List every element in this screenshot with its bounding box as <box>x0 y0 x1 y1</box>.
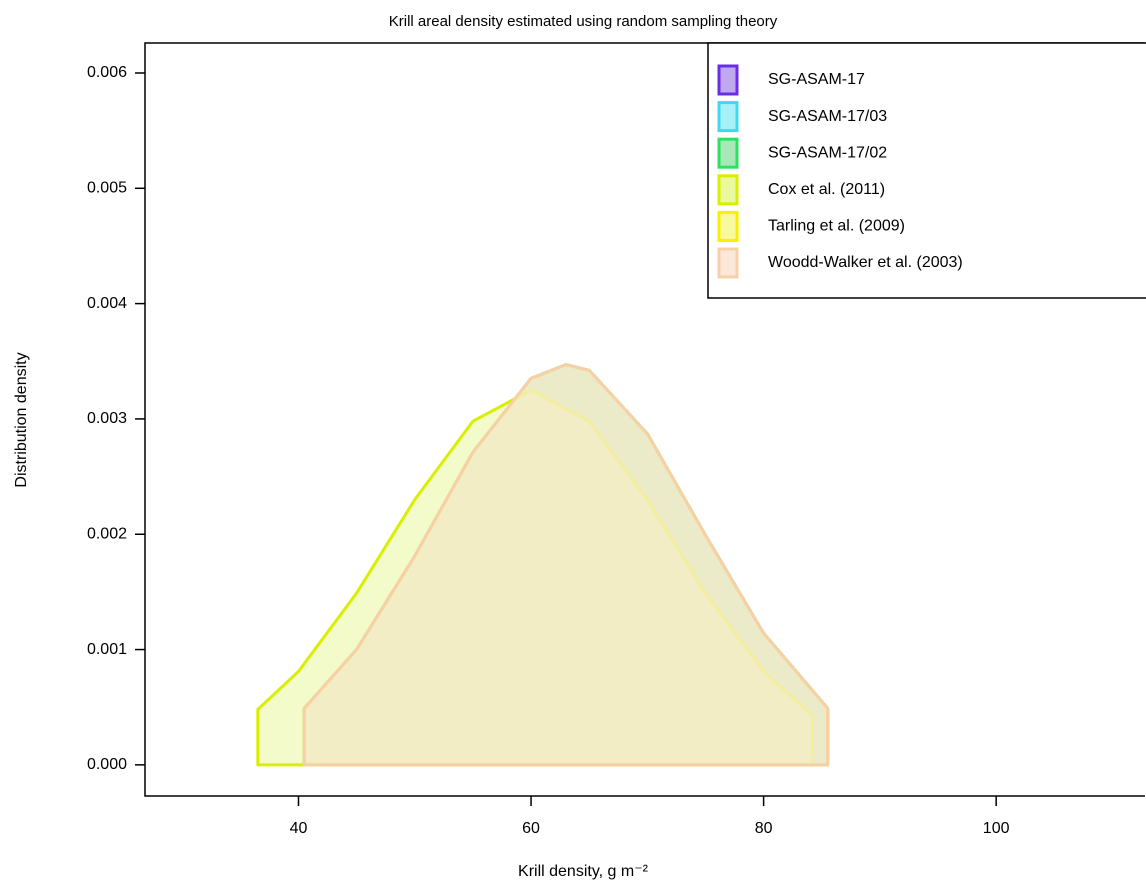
legend-swatch <box>717 64 739 96</box>
x-tick-label: 60 <box>522 820 540 837</box>
y-tick-label: 0.001 <box>87 641 127 658</box>
legend-box <box>707 42 1146 299</box>
density-area <box>302 363 830 767</box>
legend-label: Tarling et al. (2009) <box>768 218 905 235</box>
chart-title: Krill areal density estimated using rand… <box>389 13 778 30</box>
legend-label: SG-ASAM-17 <box>768 71 865 88</box>
legend-swatch <box>717 247 739 279</box>
y-tick-label: 0.003 <box>87 410 127 427</box>
y-tick-label: 0.006 <box>87 64 127 81</box>
legend-label: Woodd-Walker et al. (2003) <box>768 254 963 271</box>
legend-swatch <box>717 101 739 133</box>
y-tick-label: 0.004 <box>87 295 127 312</box>
legend-swatch <box>717 137 739 169</box>
legend-swatch <box>717 210 739 242</box>
x-tick-label: 100 <box>983 820 1010 837</box>
y-axis-label: Distribution density <box>13 352 30 487</box>
x-tick-label: 40 <box>290 820 308 837</box>
legend-label: Cox et al. (2011) <box>768 181 885 198</box>
legend-label: SG-ASAM-17/03 <box>768 108 887 125</box>
legend-label: SG-ASAM-17/02 <box>768 144 887 161</box>
x-tick-label: 80 <box>755 820 773 837</box>
y-tick-label: 0.005 <box>87 180 127 197</box>
legend-swatch <box>717 174 739 206</box>
x-axis-label: Krill density, g m⁻² <box>518 863 649 880</box>
y-tick-label: 0.000 <box>87 756 127 773</box>
y-tick-label: 0.002 <box>87 525 127 542</box>
